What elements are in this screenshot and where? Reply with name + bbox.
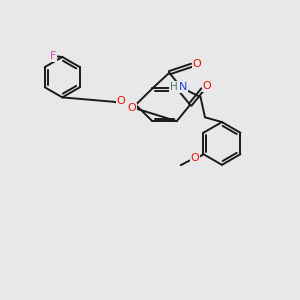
Text: F: F [50,51,56,62]
Text: H: H [170,82,178,92]
Text: O: O [127,103,136,113]
Text: O: O [203,81,212,91]
Text: O: O [193,59,201,69]
Text: O: O [191,153,200,163]
Text: O: O [116,96,125,106]
Text: N: N [179,82,187,92]
